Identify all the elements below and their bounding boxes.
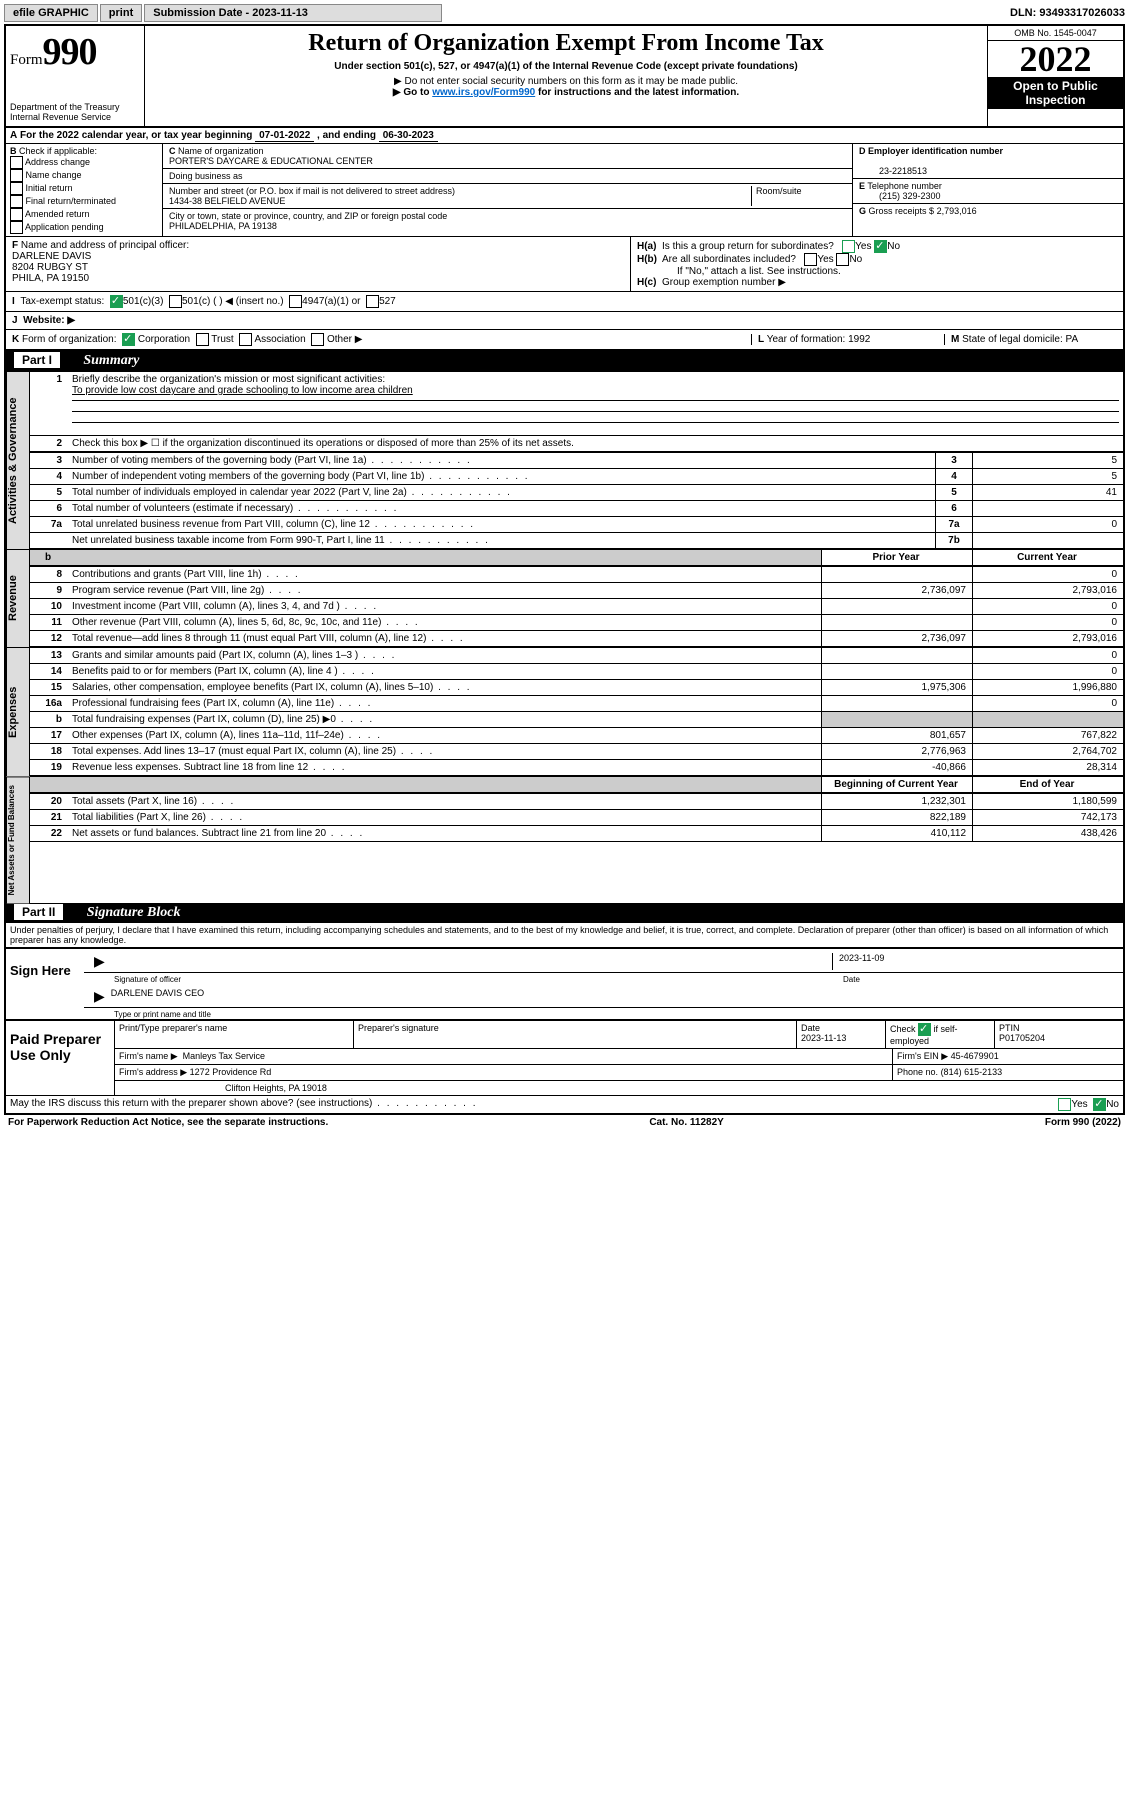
table-row: bTotal fundraising expenses (Part IX, co… [30,712,1123,728]
table-row: 18Total expenses. Add lines 13–17 (must … [30,744,1123,760]
form-number: Form990 [10,30,140,74]
checkbox-other[interactable] [311,333,324,346]
section-c-city: City or town, state or province, country… [163,208,852,233]
table-row: 21Total liabilities (Part X, line 26)822… [30,810,1123,826]
section-c-dba: Doing business as [163,168,852,183]
checkbox-initial-return[interactable] [10,182,23,195]
section-d: D Employer identification number 23-2218… [853,144,1123,178]
checkbox-discuss-yes[interactable] [1058,1098,1071,1111]
checkbox-hb-yes[interactable] [804,253,817,266]
table-row: 4Number of independent voting members of… [30,469,1123,485]
irs-discuss-row: May the IRS discuss this return with the… [6,1095,1123,1113]
table-row: 12Total revenue—add lines 8 through 11 (… [30,631,1123,647]
checkbox-amended-return[interactable] [10,208,23,221]
section-i: I Tax-exempt status: 501(c)(3) 501(c) ( … [6,291,1123,311]
table-row: 7aTotal unrelated business revenue from … [30,517,1123,533]
table-row: 3Number of voting members of the governi… [30,453,1123,469]
table-row: 19Revenue less expenses. Subtract line 1… [30,760,1123,776]
part2-header: Part II Signature Block [6,903,1123,923]
header-prior-year: Prior Year [822,550,973,566]
table-row: 14Benefits paid to or for members (Part … [30,664,1123,680]
form-subtitle: Under section 501(c), 527, or 4947(a)(1)… [151,61,981,72]
section-c-street: Number and street (or P.O. box if mail i… [163,183,852,208]
checkbox-ha-no[interactable] [874,240,887,253]
top-toolbar: efile GRAPHIC print Submission Date - 20… [4,4,1125,22]
checkbox-527[interactable] [366,295,379,308]
form-header: Form990 Department of the Treasury Inter… [6,26,1123,126]
checkbox-hb-no[interactable] [836,253,849,266]
table-row: 11Other revenue (Part VIII, column (A), … [30,615,1123,631]
table-row: 5Total number of individuals employed in… [30,485,1123,501]
form-note2: ▶ Go to www.irs.gov/Form990 for instruct… [151,87,981,98]
dln-label: DLN: 93493317026033 [1010,7,1125,19]
page-footer: For Paperwork Reduction Act Notice, see … [4,1115,1125,1130]
efile-button[interactable]: efile GRAPHIC [4,4,98,22]
section-j: J Website: ▶ [6,311,1123,329]
table-row: 16aProfessional fundraising fees (Part I… [30,696,1123,712]
checkbox-name-change[interactable] [10,169,23,182]
section-k: K Form of organization: Corporation Trus… [6,329,1123,351]
checkbox-corporation[interactable] [122,333,135,346]
signature-disclaimer: Under penalties of perjury, I declare th… [6,923,1123,947]
checkbox-application-pending[interactable] [10,221,23,234]
table-row: 13Grants and similar amounts paid (Part … [30,648,1123,664]
table-row: 10Investment income (Part VIII, column (… [30,599,1123,615]
form-note1: ▶ Do not enter social security numbers o… [151,76,981,87]
checkbox-501c3[interactable] [110,295,123,308]
submission-date-label: Submission Date - 2023-11-13 [144,4,442,22]
table-row: 9Program service revenue (Part VIII, lin… [30,583,1123,599]
header-current-year: Current Year [973,550,1124,566]
print-button[interactable]: print [100,4,142,22]
tax-year: 2022 [988,41,1123,77]
checkbox-discuss-no[interactable] [1093,1098,1106,1111]
section-f: F Name and address of principal officer:… [6,237,631,291]
section-e: E Telephone number (215) 329-2300 [853,178,1123,203]
checkbox-trust[interactable] [196,333,209,346]
table-row: 17Other expenses (Part IX, column (A), l… [30,728,1123,744]
checkbox-ha-yes[interactable] [842,240,855,253]
checkbox-address-change[interactable] [10,156,23,169]
irs-link[interactable]: www.irs.gov/Form990 [432,87,535,98]
form-title: Return of Organization Exempt From Incom… [151,30,981,57]
section-c-name: C Name of organization PORTER'S DAYCARE … [163,144,852,168]
checkbox-self-employed[interactable] [918,1023,931,1036]
header-eoy: End of Year [973,777,1124,793]
vlabel-expenses: Expenses [6,647,30,776]
vlabel-governance: Activities & Governance [6,371,30,549]
arrow-icon: ▶ [88,953,111,970]
section-h: H(a) Is this a group return for subordin… [631,237,1123,291]
table-row: 20Total assets (Part X, line 16)1,232,30… [30,794,1123,810]
open-inspection-badge: Open to Public Inspection [988,77,1123,109]
section-b: B Check if applicable: Address change Na… [6,144,163,236]
part1-header: Part I Summary [6,351,1123,371]
irs-label: Internal Revenue Service [10,112,140,122]
table-row: 8Contributions and grants (Part VIII, li… [30,567,1123,583]
paid-preparer-block: Paid Preparer Use Only Print/Type prepar… [6,1019,1123,1095]
arrow-icon: ▶ [88,988,111,1005]
form-container: Form990 Department of the Treasury Inter… [4,24,1125,1115]
checkbox-association[interactable] [239,333,252,346]
checkbox-4947[interactable] [289,295,302,308]
table-row: Net unrelated business taxable income fr… [30,533,1123,549]
checkbox-final-return[interactable] [10,195,23,208]
section-g: G Gross receipts $ 2,793,016 [853,203,1123,218]
dept-label: Department of the Treasury [10,102,140,112]
table-row: 22Net assets or fund balances. Subtract … [30,826,1123,842]
checkbox-501c[interactable] [169,295,182,308]
vlabel-revenue: Revenue [6,549,30,647]
vlabel-netassets: Net Assets or Fund Balances [6,776,30,903]
table-row: 6Total number of volunteers (estimate if… [30,501,1123,517]
sign-here-block: Sign Here ▶ 2023-11-09 Signature of offi… [6,947,1123,1019]
table-row: 15Salaries, other compensation, employee… [30,680,1123,696]
summary-governance-table: 1 Briefly describe the organization's mi… [30,371,1123,452]
header-boy: Beginning of Current Year [822,777,973,793]
line-a: A For the 2022 calendar year, or tax yea… [6,126,1123,143]
